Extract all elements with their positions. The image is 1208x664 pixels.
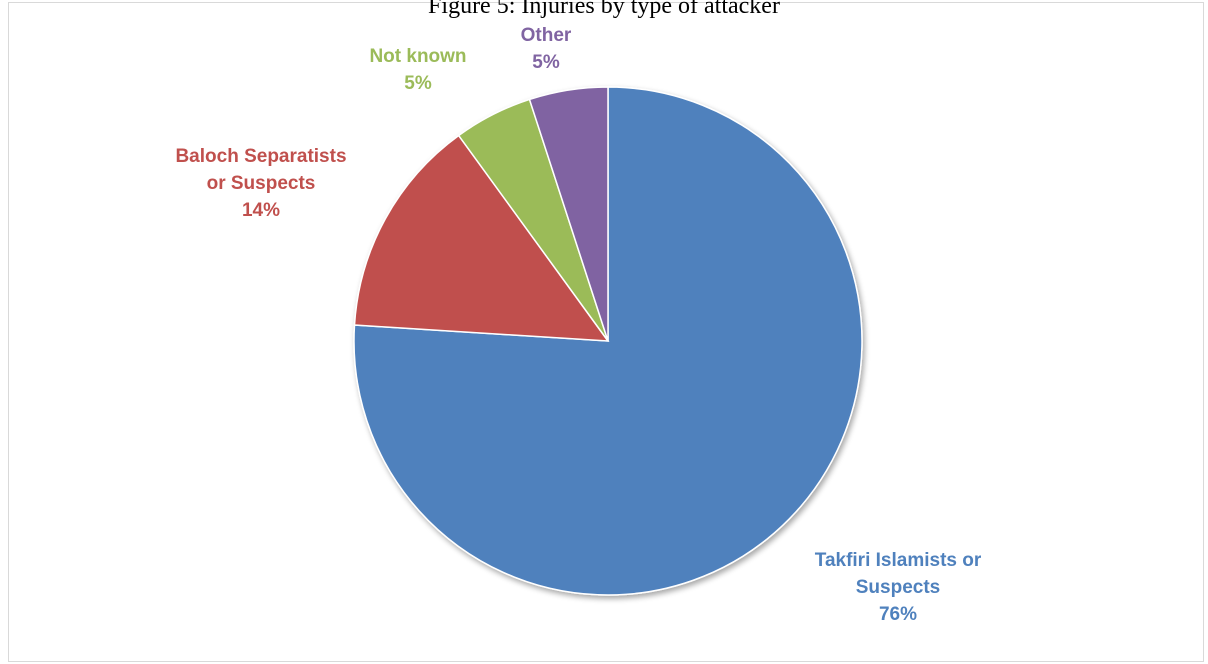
pie-slices: [353, 86, 863, 596]
pie-slice-3: [528, 86, 609, 342]
slice-label-3: Other 5%: [521, 25, 572, 73]
slice-percent-0: 76%: [879, 604, 917, 625]
page-title: Figure 5: Injuries by type of attacker: [428, 0, 780, 19]
slice-label-1: Baloch Separatists or Suspects 14%: [175, 146, 346, 221]
pie-slice-1: [353, 134, 610, 342]
slice-label-2: Not known 5%: [369, 46, 466, 94]
slice-name-0-line-0: Takfiri Islamists or: [815, 550, 982, 571]
slice-name-1-line-1: or Suspects: [207, 173, 316, 194]
slice-percent-2: 5%: [404, 73, 432, 94]
slice-name-2-line-0: Not known: [369, 46, 466, 67]
chart-frame: [8, 2, 1204, 662]
slice-name-0-line-1: Suspects: [856, 577, 940, 598]
slice-percent-3: 5%: [532, 52, 560, 73]
slice-percent-1: 14%: [242, 200, 280, 221]
pie-slice-0: [353, 86, 863, 596]
slice-name-3-line-0: Other: [521, 25, 572, 46]
slice-name-1-line-0: Baloch Separatists: [175, 146, 346, 167]
slice-label-0: Takfiri Islamists or Suspects 76%: [815, 550, 982, 625]
pie-labels: Takfiri Islamists or Suspects 76% Baloch Se…: [175, 25, 981, 625]
